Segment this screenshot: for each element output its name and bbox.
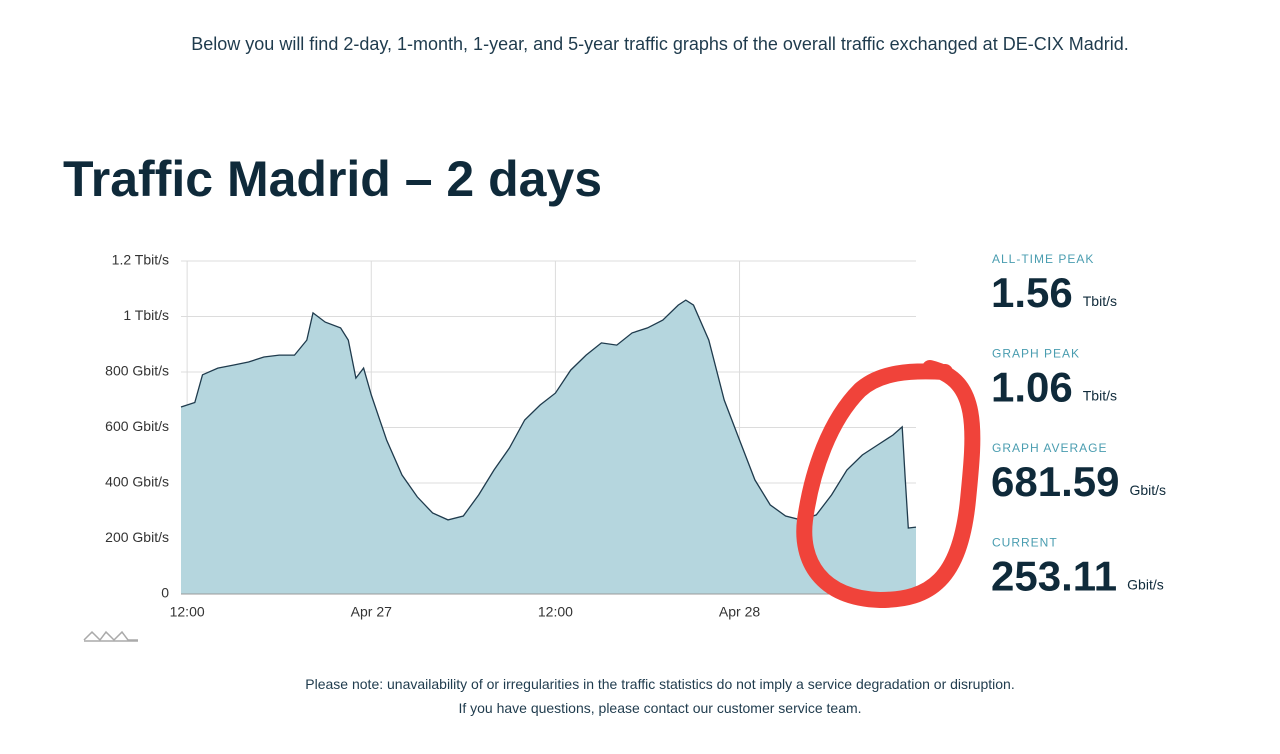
stat-label: CURRENT <box>992 536 1058 550</box>
intro: Below you will find 2-day, 1-month, 1-ye… <box>191 34 1128 54</box>
annotation-circle <box>796 360 981 609</box>
y-tick-label: 400 Gbit/s <box>105 474 169 490</box>
stat-value: 681.59 <box>991 458 1119 505</box>
stat-value: 1.06 <box>991 364 1073 411</box>
y-tick-label: 600 Gbit/s <box>105 418 169 434</box>
logo <box>83 630 138 642</box>
y-tick-label: 1.2 Tbit/s <box>112 252 169 268</box>
stat-unit: Gbit/s <box>1129 482 1166 498</box>
stat-label: GRAPH PEAK <box>992 347 1080 361</box>
note: If you have questions, please contact ou… <box>458 700 861 716</box>
note: Please note: unavailability of or irregu… <box>305 676 1014 692</box>
stat-unit: Gbit/s <box>1127 577 1164 593</box>
stat-unit: Tbit/s <box>1083 293 1117 309</box>
stat-value: 1.56 <box>991 269 1073 316</box>
y-tick-label: 1 Tbit/s <box>123 307 169 323</box>
y-tick-label: 200 Gbit/s <box>105 529 169 545</box>
x-tick-label: Apr 27 <box>351 604 392 620</box>
stat-value: 253.11 <box>991 553 1117 600</box>
x-tick-label: Apr 28 <box>719 604 760 620</box>
stat-label: GRAPH AVERAGE <box>992 441 1107 455</box>
chart-title: Traffic Madrid – 2 days <box>63 151 602 207</box>
stats: ALL-TIME PEAK 1.56 Tbit/s GRAPH PEAK 1.06 Tbi… <box>991 252 1166 600</box>
stat-label: ALL-TIME PEAK <box>992 252 1094 266</box>
y-tick-label: 0 <box>161 585 169 601</box>
y-tick-label: 800 Gbit/s <box>105 363 169 379</box>
stat-unit: Tbit/s <box>1083 388 1117 404</box>
line <box>180 299 917 529</box>
x-tick-label: 12:00 <box>538 604 573 620</box>
plot: 0 200 Gbit/s 400 Gbit/s 600 Gbit/s 800 Gbit/… <box>105 252 917 620</box>
logo-icon <box>83 630 138 642</box>
x-tick-label: 12:00 <box>170 604 205 620</box>
